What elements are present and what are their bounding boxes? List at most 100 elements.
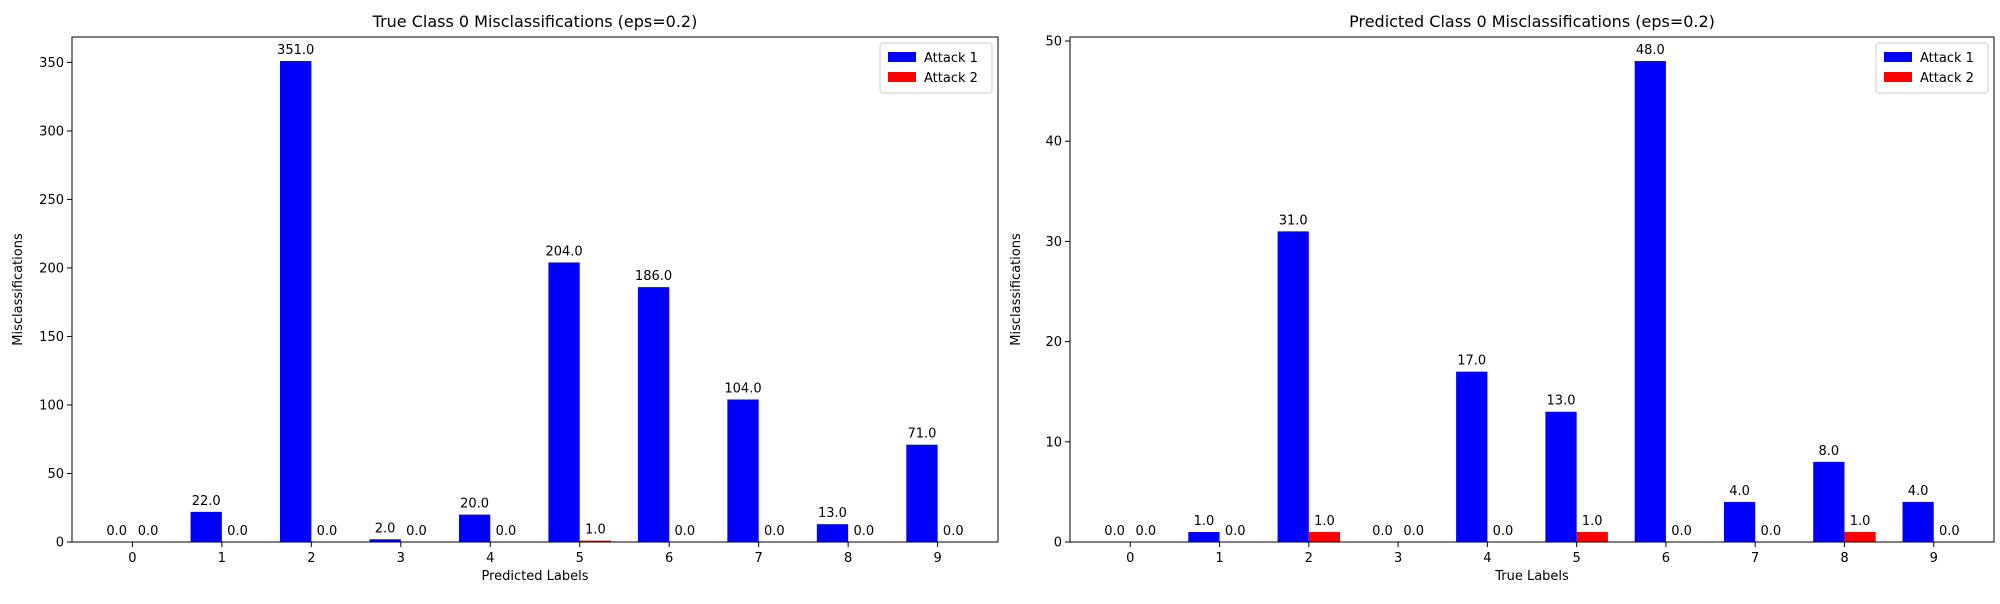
data-label: 17.0 (1457, 354, 1486, 369)
x-tick-label: 1 (218, 551, 226, 566)
y-tick-label: 50 (47, 467, 64, 482)
legend-swatch-attack-1 (1884, 52, 1912, 62)
bar-attack-1-1 (1188, 531, 1220, 542)
y-tick-label: 10 (1045, 435, 1062, 450)
data-label: 2.0 (375, 521, 396, 536)
x-tick-label: 9 (933, 551, 941, 566)
bar-attack-1-5 (548, 262, 580, 542)
x-tick-label: 0 (128, 551, 136, 566)
data-label: 4.0 (1729, 484, 1750, 499)
bar-attack-2-2 (1308, 531, 1341, 542)
plot-frame (1069, 36, 1995, 543)
data-label: 0.0 (317, 524, 338, 539)
data-label: 0.0 (1403, 524, 1424, 539)
bar-attack-1-6 (1634, 61, 1666, 543)
data-label: 0.0 (406, 524, 427, 539)
chart-title: True Class 0 Misclassifications (eps=0.2… (372, 12, 698, 31)
data-label: 0.0 (943, 524, 964, 539)
data-label: 0.0 (106, 524, 127, 539)
data-label: 48.0 (1636, 43, 1665, 58)
data-label: 204.0 (545, 244, 582, 259)
x-tick-label: 7 (1751, 551, 1759, 566)
legend-label: Attack 2 (1920, 71, 1974, 86)
x-tick-label: 5 (576, 551, 584, 566)
y-tick-label: 0 (1054, 536, 1062, 551)
chart-title: Predicted Class 0 Misclassifications (ep… (1349, 12, 1715, 31)
plot-frame (71, 36, 999, 543)
data-label: 0.0 (675, 524, 696, 539)
bar-attack-1-8 (1813, 461, 1845, 542)
bar-attack-1-1 (190, 511, 222, 542)
bar-attack-1-2 (1277, 231, 1309, 542)
x-tick-label: 7 (755, 551, 763, 566)
y-tick-label: 30 (1045, 235, 1062, 250)
data-label: 0.0 (1136, 524, 1157, 539)
data-label: 0.0 (1939, 524, 1960, 539)
data-label: 4.0 (1908, 484, 1929, 499)
y-tick-label: 200 (39, 261, 64, 276)
y-tick-label: 300 (39, 124, 64, 139)
y-tick-label: 250 (39, 193, 64, 208)
y-tick-label: 100 (39, 398, 64, 413)
data-label: 1.0 (1314, 514, 1335, 529)
x-tick-label: 0 (1126, 551, 1134, 566)
y-tick-label: 40 (1045, 135, 1062, 150)
x-axis-label: Predicted Labels (481, 569, 588, 584)
data-label: 0.0 (764, 524, 785, 539)
data-label: 20.0 (460, 497, 489, 512)
data-label: 1.0 (1850, 514, 1871, 529)
x-tick-label: 8 (1840, 551, 1848, 566)
bar-attack-1-3 (369, 539, 401, 542)
data-label: 0.0 (853, 524, 874, 539)
data-label: 186.0 (635, 269, 672, 284)
data-label: 13.0 (818, 506, 847, 521)
data-label: 13.0 (1547, 394, 1576, 409)
data-label: 0.0 (1493, 524, 1514, 539)
legend-label: Attack 2 (924, 71, 978, 86)
data-label: 0.0 (1372, 524, 1393, 539)
bar-attack-1-7 (727, 399, 759, 542)
y-tick-label: 0 (56, 536, 64, 551)
x-tick-label: 9 (1930, 551, 1938, 566)
x-tick-label: 8 (844, 551, 852, 566)
data-label: 1.0 (585, 523, 606, 538)
bar-attack-2-5 (1576, 531, 1608, 542)
chart-panel-2: Predicted Class 0 Misclassifications (ep… (1009, 12, 1995, 584)
data-label: 0.0 (1760, 524, 1781, 539)
data-label: 104.0 (724, 381, 761, 396)
x-tick-label: 3 (397, 551, 405, 566)
data-label: 0.0 (496, 524, 517, 539)
bar-attack-1-9 (906, 444, 938, 542)
data-label: 0.0 (1671, 524, 1692, 539)
x-tick-label: 4 (1483, 551, 1491, 566)
bar-attack-1-4 (1456, 371, 1488, 542)
y-tick-label: 150 (39, 330, 64, 345)
data-label: 0.0 (227, 524, 248, 539)
bar-attack-2-8 (1844, 531, 1876, 542)
data-label: 0.0 (138, 524, 159, 539)
x-tick-label: 4 (486, 551, 494, 566)
y-tick-label: 350 (39, 56, 64, 71)
x-tick-label: 5 (1572, 551, 1580, 566)
x-tick-label: 2 (307, 551, 315, 566)
x-tick-label: 6 (665, 551, 673, 566)
bar-attack-1-4 (458, 514, 491, 542)
data-label: 0.0 (1104, 524, 1125, 539)
bar-attack-1-6 (637, 287, 670, 542)
data-label: 351.0 (277, 43, 314, 58)
legend-swatch-attack-2 (888, 72, 916, 82)
legend-swatch-attack-2 (1884, 72, 1912, 82)
x-tick-label: 6 (1662, 551, 1670, 566)
bar-attack-1-9 (1902, 501, 1934, 542)
bar-attack-1-2 (280, 61, 312, 543)
legend-swatch-attack-1 (888, 52, 916, 62)
bar-attack-1-7 (1723, 501, 1756, 542)
x-axis-label: True Labels (1494, 569, 1569, 584)
data-label: 1.0 (1582, 514, 1603, 529)
data-label: 71.0 (907, 427, 936, 442)
y-axis-label: Misclassifications (11, 233, 26, 346)
x-tick-label: 2 (1305, 551, 1313, 566)
bar-attack-1-8 (816, 524, 849, 542)
